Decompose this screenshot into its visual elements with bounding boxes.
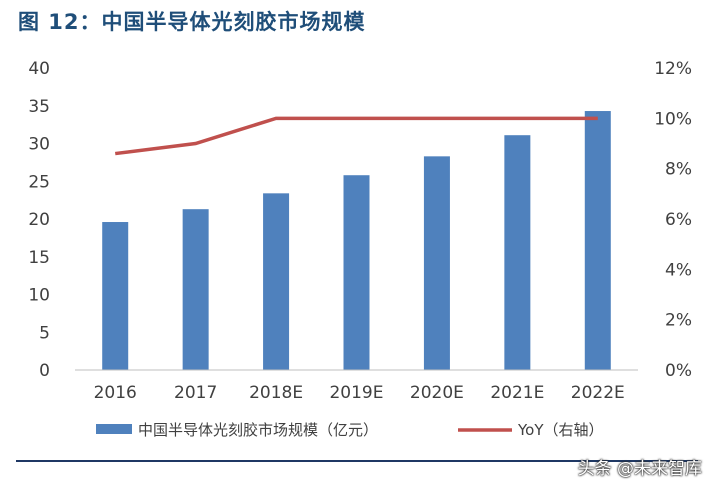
y-left-axis: 0 5 10 15 20 25 30 35 40 bbox=[28, 59, 50, 381]
y-right-tick-label: 4% bbox=[665, 260, 692, 280]
bar-2016 bbox=[102, 222, 129, 370]
bar-2017 bbox=[182, 209, 209, 370]
y-left-tick-label: 20 bbox=[28, 210, 50, 230]
bar-2020E bbox=[423, 156, 450, 370]
bar-2018E bbox=[263, 193, 290, 370]
x-tick-label: 2020E bbox=[410, 383, 464, 403]
legend-bar-swatch bbox=[96, 424, 132, 434]
legend-bar-label: 中国半导体光刻胶市场规模（亿元） bbox=[138, 421, 378, 439]
x-tick-label: 2018E bbox=[249, 383, 303, 403]
y-right-tick-label: 8% bbox=[665, 160, 692, 180]
legend: 中国半导体光刻胶市场规模（亿元） YoY（右轴） bbox=[96, 421, 604, 439]
y-left-tick-label: 15 bbox=[28, 248, 50, 268]
x-tick-label: 2019E bbox=[329, 383, 383, 403]
y-right-tick-label: 0% bbox=[665, 361, 692, 381]
watermark: 头条 @未来智库 bbox=[577, 459, 702, 479]
bar-2022E bbox=[584, 111, 611, 370]
x-tick-label: 2016 bbox=[94, 383, 137, 403]
y-right-tick-label: 12% bbox=[654, 59, 692, 79]
line-group bbox=[114, 116, 598, 156]
y-left-tick-label: 10 bbox=[28, 286, 50, 306]
x-axis-labels: 2016 2017 2018E 2019E 2020E 2021E 2022E bbox=[94, 383, 625, 403]
footer-divider bbox=[16, 460, 698, 462]
chart-title: 图 12：中国半导体光刻胶市场规模 bbox=[18, 10, 366, 34]
y-right-axis: 0% 2% 4% 6% 8% 10% 12% bbox=[654, 59, 692, 381]
y-right-tick-label: 10% bbox=[654, 109, 692, 129]
y-right-tick-label: 2% bbox=[665, 311, 692, 331]
legend-line-label: YoY（右轴） bbox=[517, 421, 604, 439]
y-left-tick-label: 30 bbox=[28, 135, 50, 155]
y-right-tick-label: 6% bbox=[665, 210, 692, 230]
y-left-tick-label: 35 bbox=[28, 97, 50, 117]
x-tick-label: 2022E bbox=[571, 383, 625, 403]
bars-group bbox=[102, 111, 611, 370]
x-tick-label: 2021E bbox=[490, 383, 544, 403]
bar-2021E bbox=[504, 135, 531, 370]
y-left-tick-label: 40 bbox=[28, 59, 50, 79]
y-left-tick-label: 25 bbox=[28, 172, 50, 192]
y-left-tick-label: 0 bbox=[39, 361, 50, 381]
x-tick-label: 2017 bbox=[174, 383, 217, 403]
y-left-tick-label: 5 bbox=[39, 323, 50, 343]
bar-2019E bbox=[343, 175, 370, 370]
